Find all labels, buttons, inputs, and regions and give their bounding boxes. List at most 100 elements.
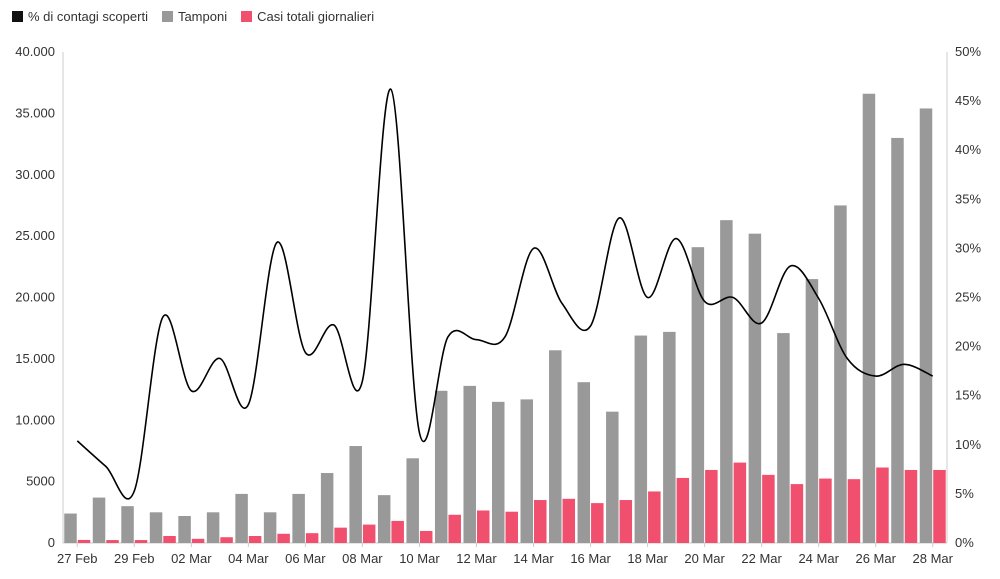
- x-tick-label: 22 Mar: [741, 551, 782, 566]
- x-tick-label: 29 Feb: [114, 551, 154, 566]
- legend-item-tamponi[interactable]: Tamponi: [161, 9, 227, 24]
- bar-casi[interactable]: [847, 479, 861, 543]
- bar-casi[interactable]: [733, 462, 747, 543]
- bar-tamponi[interactable]: [834, 205, 847, 543]
- y-right-tick-label: 45%: [955, 93, 981, 108]
- bar-tamponi[interactable]: [748, 233, 762, 544]
- y-right-tick-label: 0%: [955, 535, 974, 550]
- y-left-tick-label: 30.000: [15, 167, 55, 182]
- bar-casi[interactable]: [476, 510, 490, 543]
- bar-tamponi[interactable]: [377, 495, 391, 543]
- x-tick-label: 12 Mar: [456, 551, 497, 566]
- bar-casi[interactable]: [334, 527, 347, 543]
- y-right-tick-label: 50%: [955, 44, 981, 59]
- bar-casi[interactable]: [648, 491, 661, 543]
- x-tick-label: 10 Mar: [399, 551, 440, 566]
- bar-casi[interactable]: [534, 500, 547, 543]
- legend-swatch-casi: [241, 11, 253, 22]
- bar-casi[interactable]: [762, 474, 775, 543]
- x-tick-label: 28 Mar: [913, 551, 954, 566]
- x-tick-label: 04 Mar: [228, 551, 269, 566]
- x-tick-label: 08 Mar: [342, 551, 383, 566]
- bar-tamponi[interactable]: [320, 473, 334, 543]
- x-tick-label: 20 Mar: [684, 551, 725, 566]
- bar-casi[interactable]: [77, 539, 91, 543]
- bar-tamponi[interactable]: [691, 247, 705, 544]
- bar-casi[interactable]: [419, 530, 433, 543]
- bar-tamponi[interactable]: [92, 497, 106, 543]
- bar-tamponi[interactable]: [549, 350, 562, 543]
- bar-casi[interactable]: [904, 469, 918, 543]
- bar-casi[interactable]: [163, 536, 176, 543]
- bar-casi[interactable]: [876, 467, 889, 543]
- y-right-tick-label: 20%: [955, 339, 981, 354]
- legend-item-casi[interactable]: Casi totali giornalieri: [241, 9, 374, 24]
- bar-casi[interactable]: [305, 533, 319, 543]
- bar-casi[interactable]: [220, 537, 233, 543]
- bar-casi[interactable]: [676, 477, 690, 543]
- bar-casi[interactable]: [362, 524, 376, 543]
- bar-tamponi[interactable]: [463, 385, 476, 543]
- bar-casi[interactable]: [277, 533, 290, 543]
- bar-tamponi[interactable]: [121, 506, 134, 543]
- y-left-tick-label: 15.000: [15, 351, 55, 366]
- y-left-tick-label: 0: [48, 535, 55, 550]
- bar-casi[interactable]: [705, 469, 718, 543]
- bar-tamponi[interactable]: [520, 399, 534, 543]
- bar-tamponi[interactable]: [606, 411, 619, 543]
- legend-swatch-percent: [12, 11, 23, 22]
- bar-tamponi[interactable]: [777, 333, 790, 543]
- legend-label-percent: % di contagi scoperti: [28, 9, 148, 24]
- bar-tamponi[interactable]: [577, 382, 591, 543]
- bar-tamponi[interactable]: [862, 93, 876, 544]
- bar-casi[interactable]: [391, 520, 404, 543]
- bar-casi[interactable]: [191, 538, 205, 543]
- y-right-tick-label: 30%: [955, 240, 981, 255]
- bar-casi[interactable]: [448, 514, 461, 543]
- y-right-tick-label: 15%: [955, 388, 981, 403]
- bar-tamponi[interactable]: [263, 512, 277, 543]
- bar-casi[interactable]: [819, 478, 832, 543]
- line-percent-contagi[interactable]: [76, 88, 934, 500]
- bar-casi[interactable]: [619, 500, 633, 543]
- bar-tamponi[interactable]: [206, 512, 220, 543]
- bar-tamponi[interactable]: [919, 108, 933, 543]
- bar-tamponi[interactable]: [292, 493, 305, 543]
- bar-tamponi[interactable]: [235, 493, 248, 543]
- x-tick-label: 02 Mar: [171, 551, 212, 566]
- legend-swatch-tamponi: [161, 11, 173, 22]
- bar-casi[interactable]: [562, 498, 576, 543]
- bar-casi[interactable]: [248, 536, 262, 543]
- bar-tamponi[interactable]: [805, 279, 819, 543]
- bar-tamponi[interactable]: [492, 401, 505, 543]
- x-tick-label: 18 Mar: [627, 551, 668, 566]
- bar-casi[interactable]: [933, 469, 946, 543]
- bar-casi[interactable]: [790, 484, 804, 543]
- bar-casi[interactable]: [134, 540, 148, 543]
- y-left-tick-label: 35.000: [15, 105, 55, 120]
- bar-tamponi[interactable]: [663, 331, 676, 543]
- x-tick-label: 26 Mar: [855, 551, 896, 566]
- y-right-tick-label: 5%: [955, 486, 974, 501]
- bar-tamponi[interactable]: [434, 390, 448, 543]
- legend-item-percent[interactable]: % di contagi scoperti: [12, 9, 148, 24]
- x-tick-label: 16 Mar: [570, 551, 611, 566]
- bar-tamponi[interactable]: [178, 515, 191, 543]
- y-left-tick-label: 10.000: [15, 412, 55, 427]
- bar-tamponi[interactable]: [634, 335, 648, 543]
- x-tick-label: 27 Feb: [57, 551, 97, 566]
- bar-tamponi[interactable]: [349, 446, 362, 543]
- bar-casi[interactable]: [505, 511, 519, 543]
- bar-tamponi[interactable]: [720, 220, 733, 544]
- bar-tamponi[interactable]: [149, 512, 163, 543]
- y-right-tick-label: 10%: [955, 437, 981, 452]
- y-right-tick-label: 35%: [955, 191, 981, 206]
- bar-tamponi[interactable]: [891, 137, 904, 544]
- bar-casi[interactable]: [106, 540, 119, 543]
- x-tick-label: 24 Mar: [798, 551, 839, 566]
- bar-casi[interactable]: [591, 503, 604, 543]
- bar-tamponi[interactable]: [64, 513, 77, 543]
- bar-tamponi[interactable]: [406, 458, 419, 543]
